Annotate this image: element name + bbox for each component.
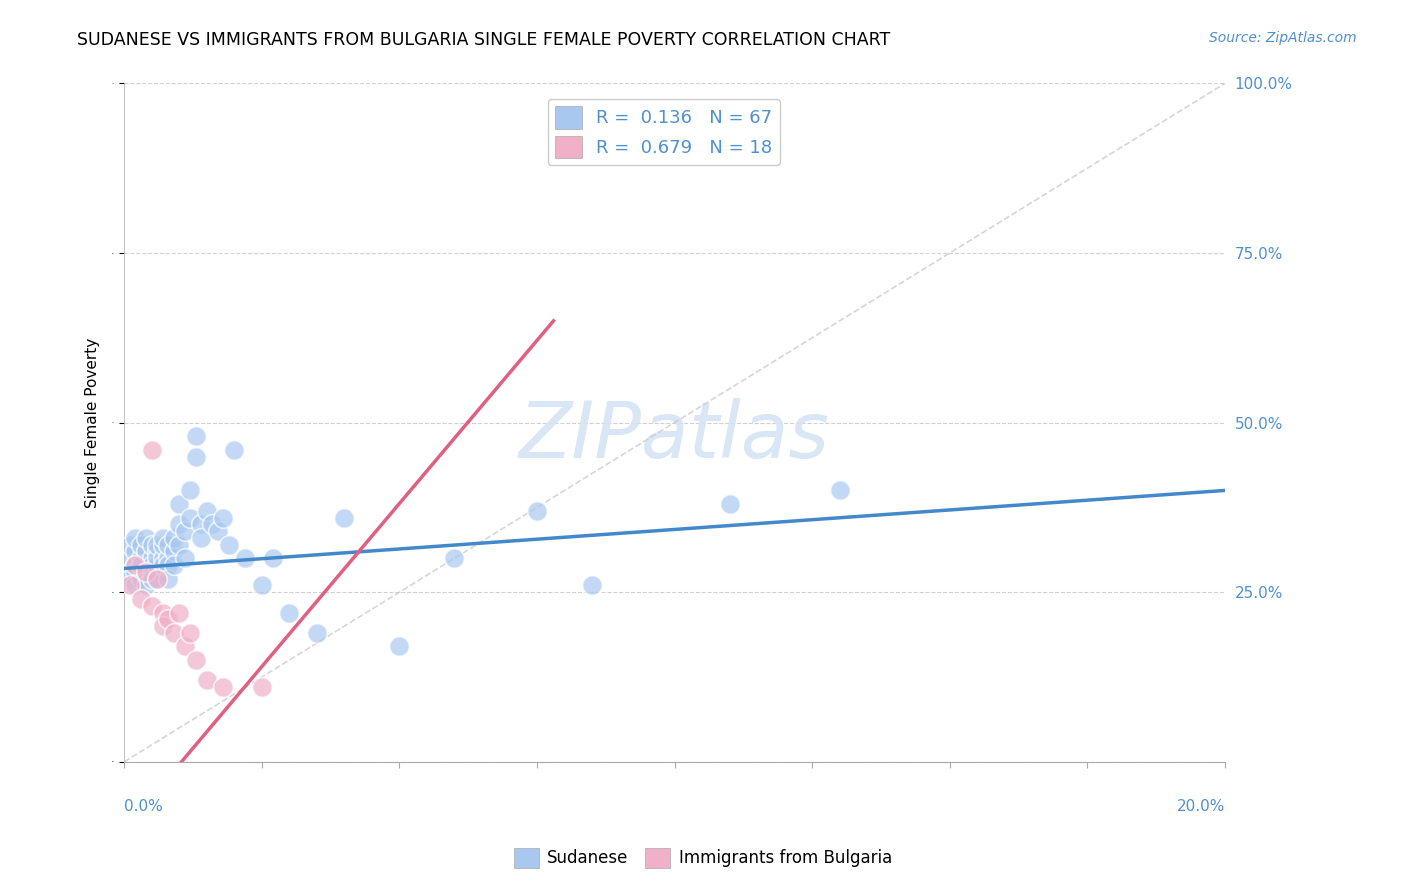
Point [141,558,163,572]
Point [169,538,191,552]
Point [218,538,240,552]
Point [129,558,152,572]
Point [233,551,256,566]
Point [124,578,146,592]
Text: Source: ZipAtlas.com: Source: ZipAtlas.com [1209,31,1357,45]
Point [163,544,186,558]
Point [581,578,603,592]
Point [305,626,328,640]
Point [152,551,174,566]
Point [152,538,174,552]
Point [152,558,174,572]
Point [152,619,174,633]
Point [157,551,180,566]
Point [526,504,548,518]
Point [152,531,174,545]
Point [141,599,163,613]
Point [124,565,146,579]
Point [124,531,146,545]
Point [118,578,141,592]
Point [141,442,163,457]
Point [718,497,741,511]
Point [135,531,157,545]
Point [190,531,212,545]
Point [179,510,201,524]
Point [224,442,246,457]
Point [118,572,141,586]
Text: ZIPatlas: ZIPatlas [519,398,830,475]
Point [141,572,163,586]
Point [163,558,186,572]
Point [141,538,163,552]
Text: 20.0%: 20.0% [1177,799,1225,814]
Text: 0.0%: 0.0% [124,799,163,814]
Point [157,572,180,586]
Point [135,565,157,579]
Point [169,606,191,620]
Point [184,429,207,443]
Point [124,544,146,558]
Point [250,578,273,592]
Point [212,510,235,524]
Point [146,538,169,552]
Point [195,673,218,688]
Legend: Sudanese, Immigrants from Bulgaria: Sudanese, Immigrants from Bulgaria [508,841,898,875]
Point [169,517,191,532]
Point [278,606,301,620]
Point [141,565,163,579]
Point [146,572,169,586]
Point [157,558,180,572]
Point [443,551,465,566]
Point [169,497,191,511]
Point [250,680,273,694]
Point [179,626,201,640]
Point [124,558,146,572]
Point [157,538,180,552]
Y-axis label: Single Female Poverty: Single Female Poverty [86,337,100,508]
Point [190,517,212,532]
Point [118,538,141,552]
Point [333,510,356,524]
Point [184,450,207,464]
Point [129,551,152,566]
Text: SUDANESE VS IMMIGRANTS FROM BULGARIA SINGLE FEMALE POVERTY CORRELATION CHART: SUDANESE VS IMMIGRANTS FROM BULGARIA SIN… [77,31,890,49]
Point [173,524,195,538]
Point [179,483,201,498]
Point [157,612,180,626]
Point [163,626,186,640]
Point [129,572,152,586]
Point [262,551,284,566]
Point [173,640,195,654]
Point [195,504,218,518]
Point [135,544,157,558]
Point [201,517,224,532]
Point [152,606,174,620]
Point [135,578,157,592]
Point [146,544,169,558]
Point [388,640,411,654]
Point [184,653,207,667]
Point [163,531,186,545]
Point [118,565,141,579]
Point [828,483,851,498]
Point [135,565,157,579]
Point [146,558,169,572]
Point [118,551,141,566]
Point [129,538,152,552]
Point [129,592,152,607]
Point [207,524,229,538]
Point [173,551,195,566]
Point [141,551,163,566]
Point [124,558,146,572]
Point [146,551,169,566]
Point [212,680,235,694]
Legend: R =  0.136   N = 67, R =  0.679   N = 18: R = 0.136 N = 67, R = 0.679 N = 18 [547,99,779,165]
Point [146,572,169,586]
